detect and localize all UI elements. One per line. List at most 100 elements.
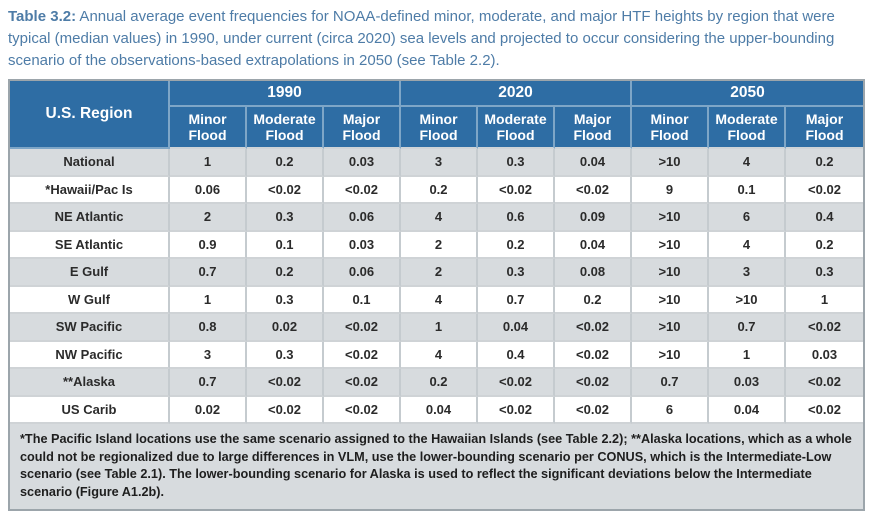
value-cell: <0.02 [555, 176, 632, 204]
col-header-2050-minor: Minor Flood [632, 107, 709, 149]
value-cell: 0.3 [478, 259, 555, 287]
value-cell: >10 [632, 286, 709, 314]
value-cell: 0.08 [555, 259, 632, 287]
value-cell: 0.9 [170, 231, 247, 259]
value-cell: 2 [170, 204, 247, 232]
value-cell: 0.04 [401, 396, 478, 424]
value-cell: 1 [786, 286, 863, 314]
region-cell: **Alaska [10, 369, 170, 397]
value-cell: 0.2 [401, 369, 478, 397]
value-cell: 0.3 [478, 149, 555, 177]
footnote-row: *The Pacific Island locations use the sa… [10, 424, 863, 509]
table-caption-label: Table 3.2: [8, 8, 77, 25]
col-header-2020-moderate: Moderate Flood [478, 107, 555, 149]
value-cell: 0.04 [555, 231, 632, 259]
table-row: NW Pacific 3 0.3 <0.02 4 0.4 <0.02 >10 1 0.03 [10, 341, 863, 369]
table-row: *Hawaii/Pac Is 0.06 <0.02 <0.02 0.2 <0.02 <0.0… [10, 176, 863, 204]
table-row: SE Atlantic 0.9 0.1 0.03 2 0.2 0.04 >10 4 0.2 [10, 231, 863, 259]
value-cell: <0.02 [555, 396, 632, 424]
value-cell: 0.2 [401, 176, 478, 204]
value-cell: 4 [709, 149, 786, 177]
table-row: E Gulf 0.7 0.2 0.06 2 0.3 0.08 >10 3 0.3 [10, 259, 863, 287]
region-cell: W Gulf [10, 286, 170, 314]
value-cell: <0.02 [324, 396, 401, 424]
value-cell: 0.06 [324, 259, 401, 287]
value-cell: 0.4 [478, 341, 555, 369]
value-cell: 0.04 [709, 396, 786, 424]
value-cell: <0.02 [247, 396, 324, 424]
value-cell: >10 [632, 259, 709, 287]
value-cell: <0.02 [786, 369, 863, 397]
value-cell: 0.2 [478, 231, 555, 259]
value-cell: 0.03 [709, 369, 786, 397]
footnote-text: *The Pacific Island locations use the sa… [10, 424, 863, 509]
value-cell: 0.2 [247, 259, 324, 287]
value-cell: <0.02 [786, 396, 863, 424]
value-cell: 0.2 [247, 149, 324, 177]
value-cell: 0.6 [478, 204, 555, 232]
value-cell: 0.04 [555, 149, 632, 177]
value-cell: 2 [401, 259, 478, 287]
value-cell: <0.02 [555, 369, 632, 397]
value-cell: <0.02 [247, 369, 324, 397]
value-cell: 6 [632, 396, 709, 424]
value-cell: 1 [401, 314, 478, 342]
region-cell: NW Pacific [10, 341, 170, 369]
value-cell: <0.02 [478, 369, 555, 397]
value-cell: >10 [632, 204, 709, 232]
value-cell: 0.1 [324, 286, 401, 314]
region-cell: *Hawaii/Pac Is [10, 176, 170, 204]
value-cell: 0.7 [170, 259, 247, 287]
value-cell: 0.3 [247, 341, 324, 369]
value-cell: <0.02 [247, 176, 324, 204]
year-group-2020: 2020 [401, 81, 632, 107]
col-header-1990-major: Major Flood [324, 107, 401, 149]
value-cell: 0.06 [324, 204, 401, 232]
table-row: SW Pacific 0.8 0.02 <0.02 1 0.04 <0.02 >10 0.7 <0… [10, 314, 863, 342]
region-cell: SW Pacific [10, 314, 170, 342]
value-cell: 1 [709, 341, 786, 369]
value-cell: 0.02 [170, 396, 247, 424]
value-cell: 0.2 [555, 286, 632, 314]
value-cell: 2 [401, 231, 478, 259]
table-row: National 1 0.2 0.03 3 0.3 0.04 >10 4 0.2 [10, 149, 863, 177]
htf-frequency-table: U.S. Region 1990 2020 2050 Minor Flood M… [8, 79, 865, 511]
value-cell: 0.8 [170, 314, 247, 342]
value-cell: 0.7 [478, 286, 555, 314]
region-cell: NE Atlantic [10, 204, 170, 232]
value-cell: <0.02 [478, 396, 555, 424]
value-cell: 4 [401, 204, 478, 232]
value-cell: 0.3 [786, 259, 863, 287]
value-cell: 0.02 [247, 314, 324, 342]
region-cell: US Carib [10, 396, 170, 424]
col-header-2050-major: Major Flood [786, 107, 863, 149]
table-row: NE Atlantic 2 0.3 0.06 4 0.6 0.09 >10 6 0.4 [10, 204, 863, 232]
value-cell: 4 [709, 231, 786, 259]
value-cell: <0.02 [324, 176, 401, 204]
value-cell: 0.4 [786, 204, 863, 232]
region-cell: National [10, 149, 170, 177]
col-header-1990-moderate: Moderate Flood [247, 107, 324, 149]
value-cell: 3 [401, 149, 478, 177]
value-cell: >10 [632, 341, 709, 369]
value-cell: 0.7 [632, 369, 709, 397]
value-cell: 0.3 [247, 204, 324, 232]
region-cell: E Gulf [10, 259, 170, 287]
value-cell: 6 [709, 204, 786, 232]
region-cell: SE Atlantic [10, 231, 170, 259]
table-row: US Carib 0.02 <0.02 <0.02 0.04 <0.02 <0.02 6 0.0… [10, 396, 863, 424]
value-cell: 3 [170, 341, 247, 369]
value-cell: <0.02 [324, 314, 401, 342]
value-cell: <0.02 [555, 341, 632, 369]
region-column-header: U.S. Region [10, 81, 170, 149]
value-cell: 0.1 [247, 231, 324, 259]
value-cell: 4 [401, 341, 478, 369]
value-cell: 9 [632, 176, 709, 204]
value-cell: 0.7 [170, 369, 247, 397]
value-cell: 0.03 [324, 149, 401, 177]
value-cell: <0.02 [786, 176, 863, 204]
value-cell: 0.2 [786, 231, 863, 259]
value-cell: 1 [170, 286, 247, 314]
value-cell: 0.7 [709, 314, 786, 342]
value-cell: >10 [632, 231, 709, 259]
